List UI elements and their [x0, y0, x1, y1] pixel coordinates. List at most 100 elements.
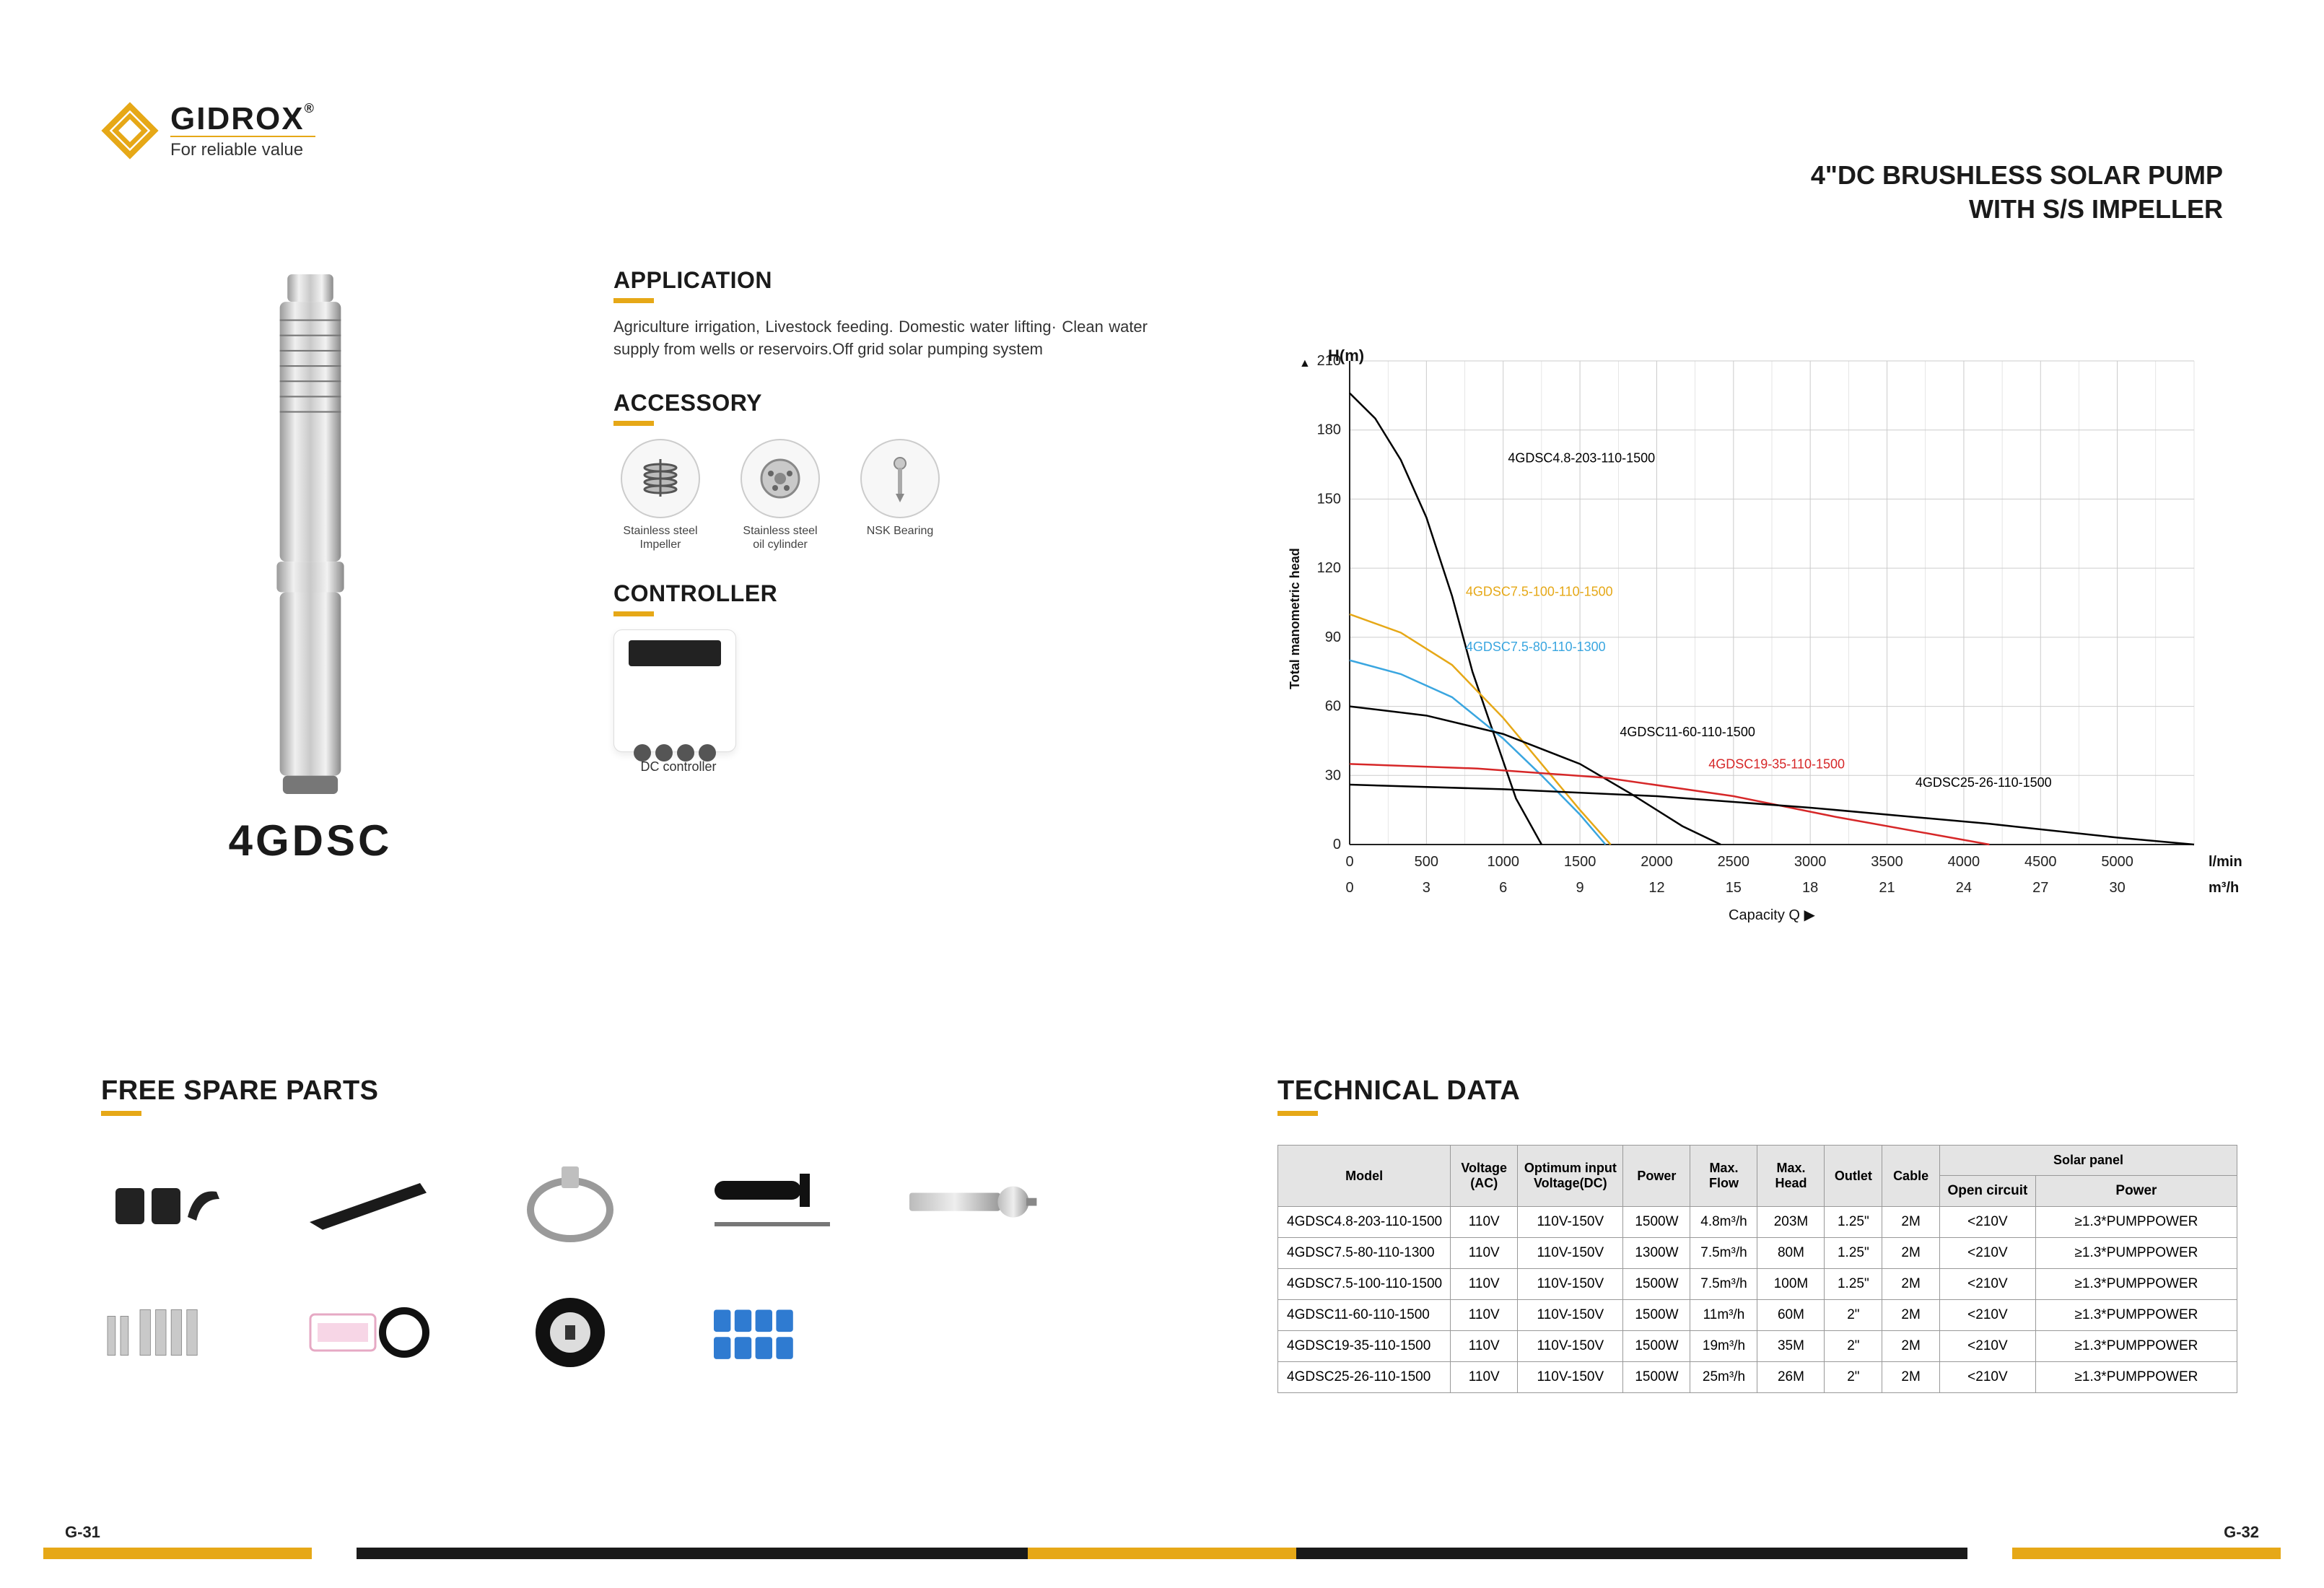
- accessory-item: Stainless steeloil cylinder: [733, 439, 827, 551]
- controller-heading: CONTROLLER: [613, 580, 1148, 607]
- footer-bar-segment: [43, 1548, 312, 1559]
- table-subheader: Power: [2035, 1176, 2237, 1207]
- table-header: Max.Head: [1757, 1146, 1825, 1207]
- spare-parts-grid: [101, 1159, 1184, 1376]
- table-cell: <210V: [1939, 1238, 2035, 1269]
- brand-tagline: For reliable value: [170, 136, 315, 160]
- table-cell: 2M: [1882, 1362, 1940, 1393]
- table-row: 4GDSC19-35-110-1500110V110V-150V1500W19m…: [1278, 1331, 2237, 1362]
- table-cell: 110V: [1451, 1300, 1518, 1331]
- table-cell: 110V-150V: [1518, 1238, 1623, 1269]
- svg-text:l/min: l/min: [2209, 854, 2242, 870]
- spare-part-icon: [707, 1159, 837, 1246]
- accessory-item: Stainless steelImpeller: [613, 439, 707, 551]
- svg-text:120: 120: [1317, 560, 1341, 576]
- table-cell: 26M: [1757, 1362, 1825, 1393]
- table-cell: 110V: [1451, 1238, 1518, 1269]
- table-header: Outlet: [1825, 1146, 1882, 1207]
- table-cell: 4GDSC11-60-110-1500: [1278, 1300, 1451, 1331]
- svg-text:30: 30: [2110, 880, 2126, 896]
- chart-svg: 0306090120150180210050010001500200025003…: [1277, 346, 2259, 931]
- table-cell: 25m³/h: [1690, 1362, 1757, 1393]
- table-cell: 2": [1825, 1300, 1882, 1331]
- table-cell: 4.8m³/h: [1690, 1207, 1757, 1238]
- svg-text:▲: ▲: [1299, 357, 1311, 370]
- svg-text:12: 12: [1648, 880, 1664, 896]
- svg-text:1000: 1000: [1487, 854, 1519, 870]
- table-cell: 80M: [1757, 1238, 1825, 1269]
- heading-underline: [1277, 1111, 1318, 1116]
- svg-text:4500: 4500: [2024, 854, 2057, 870]
- svg-text:9: 9: [1576, 880, 1584, 896]
- table-cell: 1500W: [1623, 1362, 1690, 1393]
- svg-text:3000: 3000: [1794, 854, 1827, 870]
- svg-text:18: 18: [1802, 880, 1818, 896]
- table-cell: 11m³/h: [1690, 1300, 1757, 1331]
- table-cell: ≥1.3*PUMPPOWER: [2035, 1331, 2237, 1362]
- table-header: Optimum inputVoltage(DC): [1518, 1146, 1623, 1207]
- svg-text:1500: 1500: [1564, 854, 1596, 870]
- table-cell: <210V: [1939, 1362, 2035, 1393]
- table-header: Power: [1623, 1146, 1690, 1207]
- footer-bar-segment: [2012, 1548, 2281, 1559]
- table-cell: 1.25": [1825, 1207, 1882, 1238]
- table-cell: ≥1.3*PUMPPOWER: [2035, 1207, 2237, 1238]
- svg-text:21: 21: [1879, 880, 1895, 896]
- application-text: Agriculture irrigation, Livestock feedin…: [613, 316, 1148, 361]
- brand-name: GIDROX®: [170, 101, 315, 137]
- controller-icon: [613, 629, 736, 752]
- svg-text:150: 150: [1317, 491, 1341, 507]
- svg-text:24: 24: [1956, 880, 1972, 896]
- spare-part-icon: [909, 1159, 1039, 1246]
- table-cell: 19m³/h: [1690, 1331, 1757, 1362]
- product-title: 4"DC BRUSHLESS SOLAR PUMP WITH S/S IMPEL…: [1811, 159, 2223, 227]
- table-cell: 2M: [1882, 1238, 1940, 1269]
- table-cell: 7.5m³/h: [1690, 1238, 1757, 1269]
- svg-text:4GDSC19-35-110-1500: 4GDSC19-35-110-1500: [1708, 757, 1845, 772]
- svg-text:27: 27: [2032, 880, 2048, 896]
- table-header: Solar panel: [1939, 1146, 2237, 1176]
- table-cell: 4GDSC25-26-110-1500: [1278, 1362, 1451, 1393]
- table-row: 4GDSC25-26-110-1500110V110V-150V1500W25m…: [1278, 1362, 2237, 1393]
- svg-text:180: 180: [1317, 422, 1341, 438]
- table-header: Max.Flow: [1690, 1146, 1757, 1207]
- accessory-row: Stainless steelImpeller Stainless steeloi…: [613, 439, 1148, 551]
- svg-text:0: 0: [1345, 854, 1353, 870]
- accessory-item: NSK Bearing: [853, 439, 947, 551]
- table-cell: 2": [1825, 1331, 1882, 1362]
- heading-underline: [613, 421, 654, 426]
- footer-bar-segment: [312, 1548, 357, 1559]
- svg-text:60: 60: [1325, 699, 1341, 715]
- footer-bar-segment: [1028, 1548, 1296, 1559]
- table-cell: 203M: [1757, 1207, 1825, 1238]
- table-cell: 35M: [1757, 1331, 1825, 1362]
- table-cell: 110V: [1451, 1207, 1518, 1238]
- svg-text:500: 500: [1415, 854, 1438, 870]
- footer-bar-segment: [1967, 1548, 2012, 1559]
- table-cell: 1500W: [1623, 1300, 1690, 1331]
- table-cell: 7.5m³/h: [1690, 1269, 1757, 1300]
- spare-part-icon: [101, 1289, 231, 1376]
- accessory-icon: [741, 439, 820, 518]
- heading-underline: [101, 1111, 141, 1116]
- table-cell: 2M: [1882, 1331, 1940, 1362]
- svg-text:5000: 5000: [2101, 854, 2133, 870]
- table-header: Cable: [1882, 1146, 1940, 1207]
- table-cell: 110V-150V: [1518, 1300, 1623, 1331]
- page-number-right: G-32: [2224, 1523, 2259, 1542]
- pump-illustration-icon: [249, 274, 372, 794]
- spare-part-icon: [303, 1289, 433, 1376]
- table-row: 4GDSC7.5-80-110-1300110V110V-150V1300W7.…: [1278, 1238, 2237, 1269]
- table-cell: 110V: [1451, 1269, 1518, 1300]
- svg-text:H(m): H(m): [1328, 346, 1364, 365]
- table-cell: 1.25": [1825, 1238, 1882, 1269]
- spare-part-icon: [707, 1289, 837, 1376]
- accessory-label: Stainless steelImpeller: [613, 524, 707, 551]
- controller-label: DC controller: [613, 759, 743, 775]
- spare-part-icon: [303, 1159, 433, 1246]
- svg-text:4GDSC11-60-110-1500: 4GDSC11-60-110-1500: [1620, 725, 1755, 739]
- svg-text:4GDSC7.5-100-110-1500: 4GDSC7.5-100-110-1500: [1466, 584, 1613, 598]
- application-heading: APPLICATION: [613, 267, 1148, 294]
- svg-text:15: 15: [1726, 880, 1742, 896]
- table-cell: 60M: [1757, 1300, 1825, 1331]
